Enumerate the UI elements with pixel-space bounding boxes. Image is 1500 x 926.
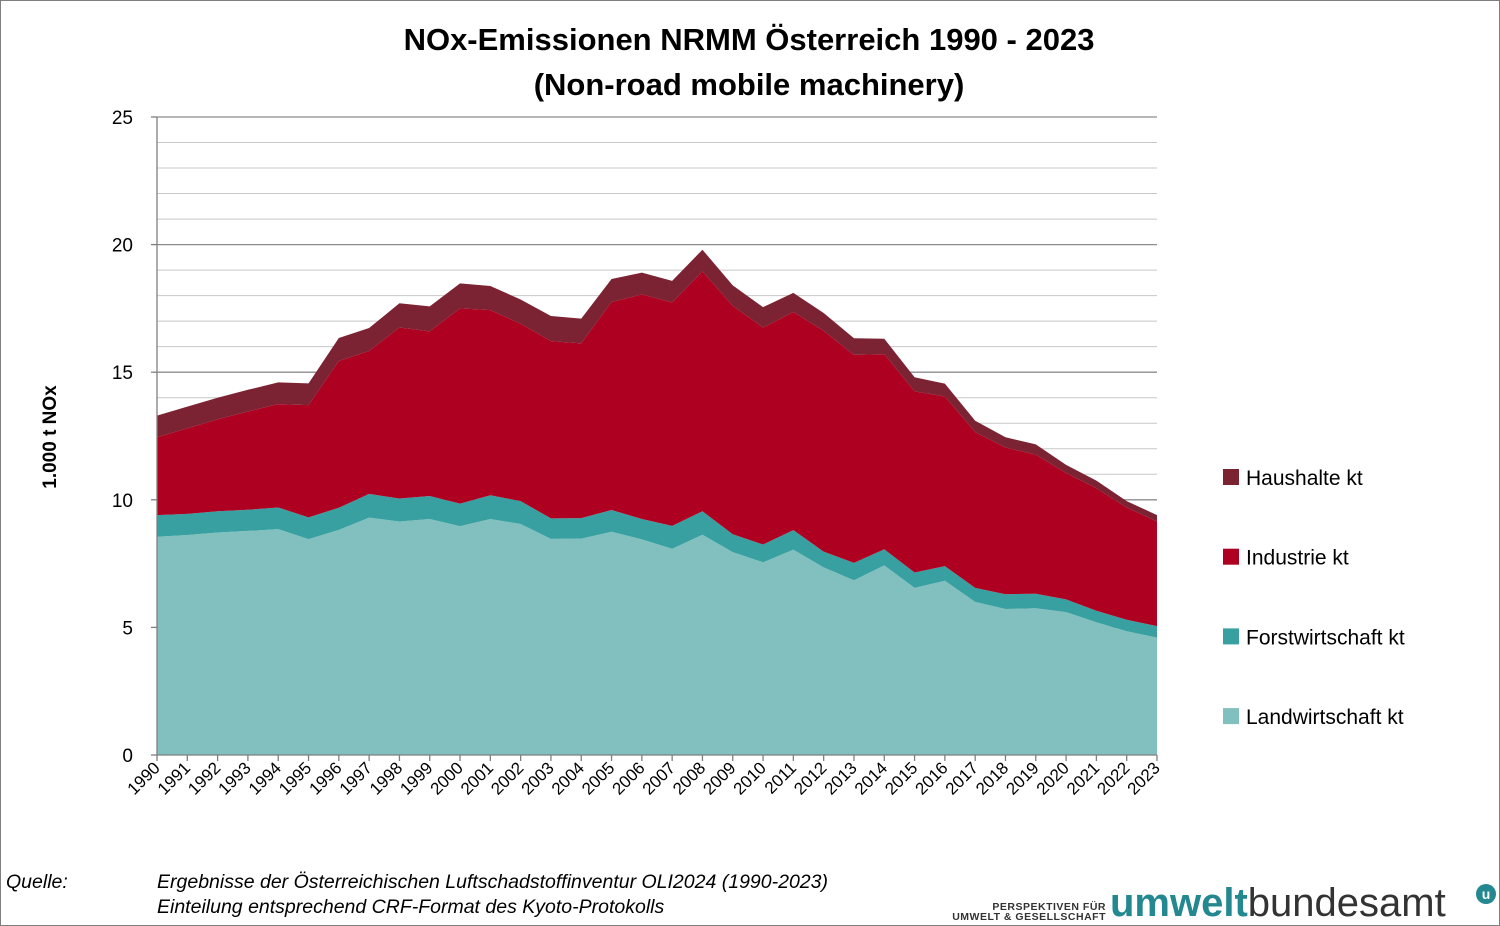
x-tick-label: 1996 (305, 758, 345, 798)
x-tick-label: 2008 (669, 758, 709, 798)
logo-tagline-line-2: UMWELT & GESELLSCHAFT (952, 911, 1106, 923)
chart-title-line-1: NOx-Emissionen NRMM Österreich 1990 - 20… (404, 22, 1095, 57)
area-series-2 (157, 493, 1157, 638)
legend-swatch (1223, 469, 1239, 485)
x-tick-label: 1993 (215, 758, 255, 798)
x-tick-label: 2001 (457, 758, 497, 798)
legend: Haushalte kt Industrie kt Forstwirtschaft … (1223, 467, 1405, 729)
x-tick-label: 1995 (275, 758, 315, 798)
area-series-3 (157, 271, 1157, 627)
umweltbundesamt-logo: PERSPEKTIVEN FÜR UMWELT & GESELLSCHAFT u… (928, 881, 1498, 926)
logo-word-umwelt: umwelt (1110, 881, 1248, 925)
x-tick-label: 1999 (396, 758, 436, 798)
y-tick-label: 25 (112, 108, 133, 129)
legend-swatch (1223, 628, 1239, 645)
x-tick-label: 2012 (790, 758, 830, 798)
x-tick-label: 2018 (972, 758, 1012, 798)
x-tick-label: 2005 (578, 758, 618, 798)
logo-badge-icon: u (1476, 884, 1496, 904)
x-tick-label: 2004 (548, 758, 588, 798)
y-tick-label: 0 (122, 746, 133, 767)
x-tick-label: 1992 (184, 758, 224, 798)
chart-title-line-2: (Non-road mobile machinery) (534, 67, 965, 102)
x-tick-label: 2023 (1124, 758, 1164, 798)
x-tick-labels: 1990199119921993199419951996199719981999… (124, 758, 1164, 798)
x-tick-label: 2009 (699, 758, 739, 798)
stacked-areas (157, 249, 1157, 755)
x-tick-label: 2011 (761, 758, 800, 797)
legend-label: Industrie kt (1246, 547, 1349, 570)
legend-label: Haushalte kt (1246, 467, 1363, 490)
chart-title: NOx-Emissionen NRMM Österreich 1990 - 20… (404, 22, 1095, 102)
legend-swatch (1223, 548, 1239, 565)
x-tick-label: 2014 (851, 758, 891, 798)
x-tick-label: 1991 (154, 758, 194, 798)
x-tick-label: 2002 (487, 758, 527, 798)
area-series-1 (157, 517, 1157, 755)
x-tick-label: 2010 (730, 758, 770, 798)
x-tick-label: 2000 (427, 758, 467, 798)
y-tick-label: 5 (122, 618, 133, 639)
y-tick-labels: 0 5 10 15 20 25 (112, 108, 133, 767)
logo-word-bundesamt: bundesamt (1247, 881, 1446, 925)
x-tick-label: 2019 (1002, 758, 1042, 798)
logo-tagline-line-1: PERSPEKTIVEN FÜR (992, 901, 1106, 913)
x-tick-label: 1994 (245, 758, 285, 798)
y-tick-label: 10 (112, 491, 133, 512)
x-tick-label: 2015 (881, 758, 921, 798)
x-tick-label: 2007 (639, 758, 679, 798)
area-series-4 (157, 249, 1157, 522)
legend-swatch (1223, 708, 1239, 725)
legend-label: Landwirtschaft kt (1246, 706, 1404, 729)
x-tick-label: 2006 (608, 758, 648, 798)
axes (151, 116, 1158, 761)
x-tick-label: 2020 (1033, 758, 1073, 798)
x-tick-label: 2016 (912, 758, 952, 798)
source-line-1: Ergebnisse der Österreichischen Luftscha… (157, 871, 828, 893)
x-tick-label: 2021 (1063, 758, 1103, 798)
x-tick-label: 1997 (336, 758, 376, 798)
source-label: Quelle: (6, 871, 68, 893)
logo-tagline: PERSPEKTIVEN FÜR UMWELT & GESELLSCHAFT (928, 901, 1106, 923)
y-axis-label: 1.000 t NOx (40, 385, 61, 489)
y-tick-label: 20 (112, 236, 133, 257)
x-tick-label: 2022 (1093, 758, 1133, 798)
x-tick-label: 2003 (518, 758, 558, 798)
legend-label: Forstwirtschaft kt (1246, 626, 1405, 649)
y-tick-label: 15 (112, 363, 133, 384)
x-tick-label: 2013 (821, 758, 861, 798)
source-line-2: Einteilung entsprechend CRF-Format des K… (157, 896, 665, 918)
logo-wordmark: umweltbundesamt (1110, 880, 1446, 926)
x-tick-label: 2017 (942, 758, 982, 798)
x-tick-label: 1998 (366, 758, 406, 798)
